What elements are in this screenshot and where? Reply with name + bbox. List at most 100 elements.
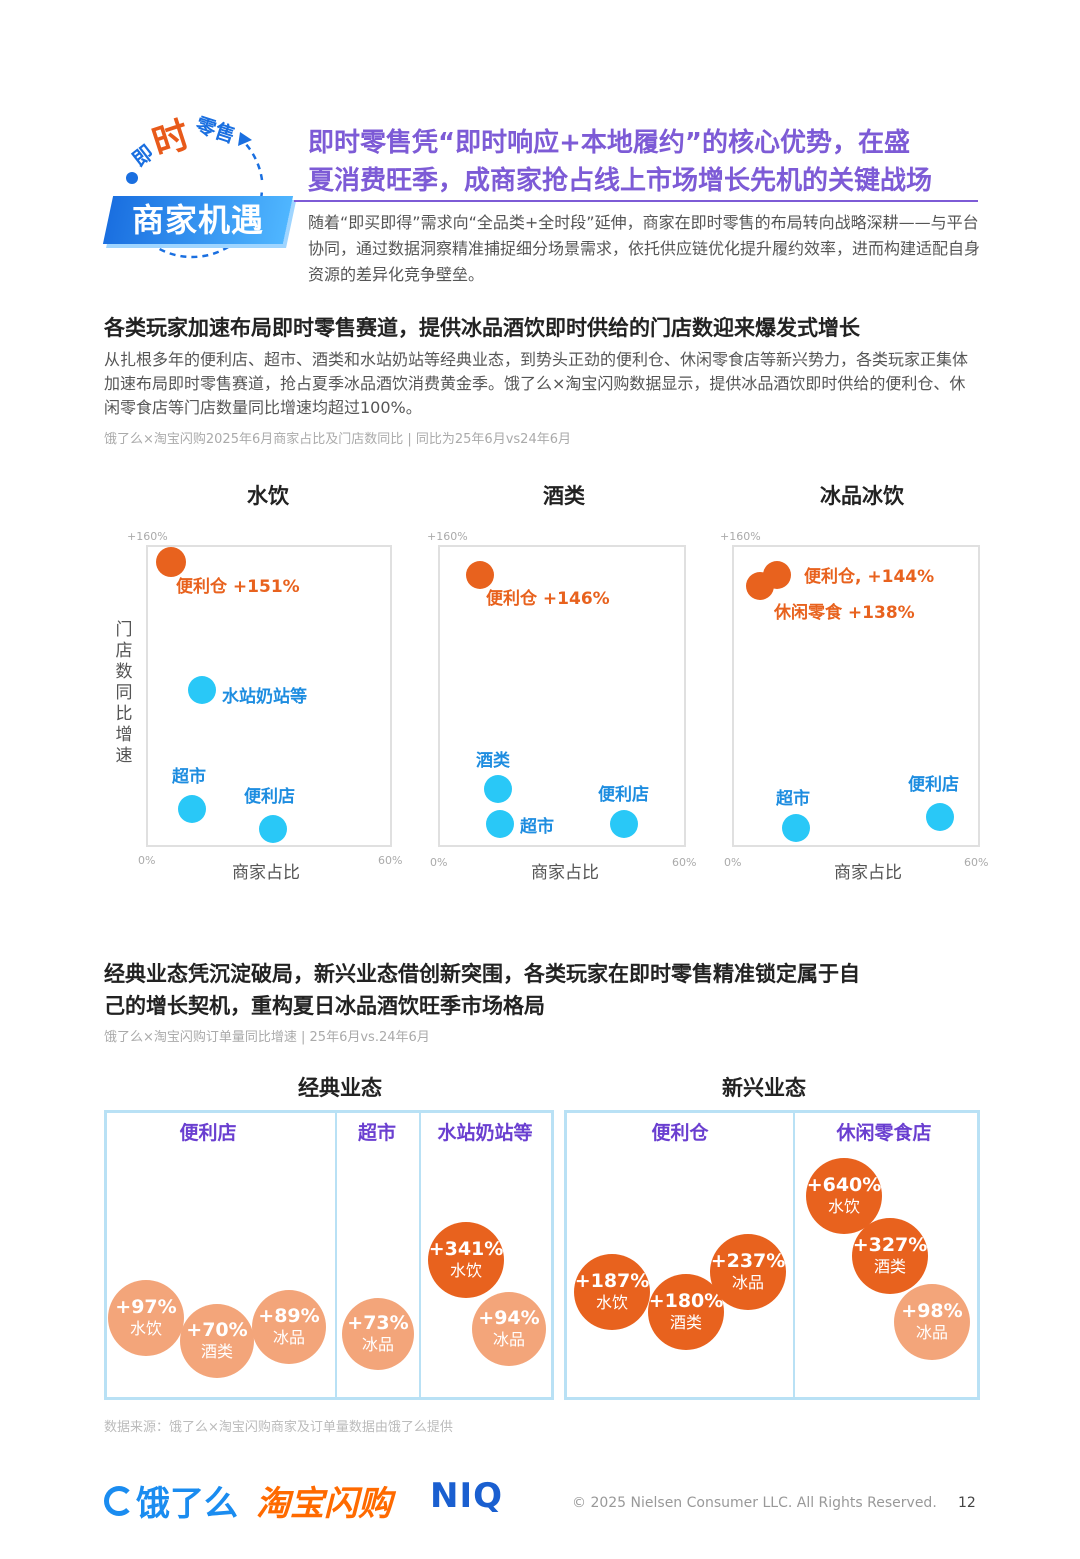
bubble-value: +327%: [852, 1234, 928, 1256]
bubble-snack-store-ice: +98% 冰品: [894, 1284, 970, 1360]
bubble-category: 冰品: [731, 1273, 764, 1292]
bubble-category: 水饮: [129, 1319, 162, 1338]
chart2-label-convenience-store: 便利店: [598, 785, 649, 805]
bubble-water-station-ice: +94% 冰品: [472, 1292, 546, 1366]
headline-intro: 随着“即买即得”需求向“全品类+全时段”延伸，商家在即时零售的布局转向战略深耕—…: [308, 213, 981, 284]
headline-line-2: 夏消费旺季，成商家抢占线上市场增长先机的关键战场: [308, 166, 933, 196]
bubble-category: 水饮: [827, 1197, 860, 1216]
chart1-xlabel: 商家占比: [232, 863, 300, 883]
col-head-supermarket: 超市: [357, 1122, 396, 1144]
chart3-label-supermarket: 超市: [776, 789, 810, 809]
footer-source: 数据来源：饿了么×淘宝闪购商家及订单量数据由饿了么提供: [104, 1420, 453, 1435]
bubble-value: +187%: [574, 1270, 650, 1292]
section2-title: 经典业态凭沉淀破局，新兴业态借创新突围，各类玩家在即时零售精准锁定属于自 己的增…: [104, 958, 984, 1022]
bubble-convenience-store-liquor: +70% 酒类: [180, 1304, 254, 1378]
bubble-category: 酒类: [200, 1342, 233, 1361]
niq-logo: NIQ: [430, 1476, 504, 1516]
chart1-title: 水饮: [247, 484, 289, 508]
bubble-value: +640%: [806, 1174, 882, 1196]
chart1-label-supermarket: 超市: [172, 767, 206, 787]
copyright: © 2025 Nielsen Consumer LLC. All Rights …: [572, 1495, 937, 1511]
badge-dot: [126, 172, 138, 184]
bubble-value: +89%: [258, 1305, 320, 1327]
chart1-plot-area: [146, 545, 392, 847]
headline-line-1: 即时零售凭“即时响应+本地履约”的核心优势，在盛: [308, 128, 910, 158]
chart1-ylabel: 门店数同比增速: [115, 620, 133, 766]
chart3-dot-convenience-warehouse: [763, 561, 791, 589]
classic-group-box: [104, 1110, 554, 1400]
eleme-logo-text: 饿了么: [136, 1484, 238, 1524]
bubble-category: 冰品: [361, 1335, 394, 1354]
emerging-group-title: 新兴业态: [722, 1076, 806, 1100]
classic-divider-1: [335, 1113, 337, 1397]
bubble-supermarket-ice: +73% 冰品: [342, 1298, 414, 1370]
bubble-convenience-warehouse-water: +187% 水饮: [574, 1254, 650, 1330]
bubble-value: +98%: [901, 1300, 963, 1322]
chart2-xlabel: 商家占比: [531, 863, 599, 883]
chart2-dot-liquor: [484, 775, 512, 803]
col-head-snack-store: 休闲零食店: [836, 1122, 932, 1144]
emerging-divider: [793, 1113, 795, 1397]
chart1-dot-water-station: [188, 676, 216, 704]
bubble-value: +341%: [428, 1238, 504, 1260]
bubble-convenience-warehouse-liquor: +180% 酒类: [648, 1274, 724, 1350]
chart2-label-liquor: 酒类: [476, 751, 510, 771]
chart1-xtick-min: 0%: [138, 854, 156, 867]
taobao-logo: 淘宝闪购: [256, 1484, 392, 1524]
col-head-convenience-warehouse: 便利仓: [651, 1122, 709, 1144]
eleme-logo: 饿了么: [104, 1476, 238, 1525]
chart3-dot-supermarket: [782, 814, 810, 842]
chart3-label-convenience-warehouse: 便利仓, +144%: [804, 567, 935, 587]
badge-main-label: 商家机遇: [131, 201, 264, 239]
chart3-label-convenience-store: 便利店: [908, 775, 959, 795]
bubble-value: +94%: [478, 1307, 540, 1329]
section1-title: 各类玩家加速布局即时零售赛道，提供冰品酒饮即时供给的门店数迎来爆发式增长: [104, 316, 860, 340]
bubble-category: 酒类: [669, 1313, 702, 1332]
chart2-xtick-min: 0%: [430, 856, 448, 869]
chart2-dot-convenience-store: [610, 810, 638, 838]
bubble-value: +97%: [115, 1296, 177, 1318]
bubble-category: 冰品: [272, 1328, 305, 1347]
bubble-category: 冰品: [492, 1330, 525, 1349]
chart1-label-convenience-store: 便利店: [244, 787, 295, 807]
chart3-plot-area: [732, 545, 980, 847]
bubble-snack-store-liquor: +327% 酒类: [852, 1218, 928, 1294]
chart2-label-supermarket: 超市: [520, 817, 554, 837]
bubble-category: 冰品: [915, 1323, 948, 1342]
chart2-ytick-max: +160%: [427, 530, 468, 543]
eleme-e-icon: [104, 1485, 134, 1516]
classic-divider-2: [419, 1113, 421, 1397]
col-head-convenience-store: 便利店: [179, 1122, 237, 1144]
chart3-label-snack: 休闲零食 +138%: [774, 603, 915, 623]
chart1-dot-convenience-warehouse: [156, 547, 186, 577]
section1-body: 从扎根多年的便利店、超市、酒类和水站奶站等经典业态，到势头正劲的便利仓、休闲零食…: [104, 350, 969, 417]
chart1-ytick-max: +160%: [127, 530, 168, 543]
chart2-title: 酒类: [543, 484, 585, 508]
chart3-title: 冰品冰饮: [820, 484, 904, 508]
section2-title-line-1: 经典业态凭沉淀破局，新兴业态借创新突围，各类玩家在即时零售精准锁定属于自: [104, 962, 860, 986]
bubble-value: +70%: [186, 1319, 248, 1341]
bubble-snack-store-water: +640% 水饮: [806, 1158, 882, 1234]
section1-source: 饿了么×淘宝闪购2025年6月商家占比及门店数同比 | 同比为25年6月vs24…: [104, 432, 571, 447]
chart3-ytick-max: +160%: [720, 530, 761, 543]
chart1-dot-convenience-store: [259, 815, 287, 843]
section2-source: 饿了么×淘宝闪购订单量同比增速 | 25年6月vs.24年6月: [104, 1030, 430, 1045]
bubble-convenience-store-water: +97% 水饮: [108, 1280, 184, 1356]
badge-ring: [141, 132, 264, 259]
chart2-label-convenience-warehouse: 便利仓 +146%: [486, 589, 610, 609]
bubble-water-station-water: +341% 水饮: [428, 1222, 504, 1298]
chart1-label-convenience-warehouse: 便利仓 +151%: [176, 577, 300, 597]
col-head-water-station: 水站奶站等: [437, 1122, 533, 1144]
section2-title-line-2: 己的增长契机，重构夏日冰品酒饮旺季市场格局: [104, 994, 545, 1018]
chart3-dot-convenience-store: [926, 803, 954, 831]
headline: 即时零售凭“即时响应+本地履约”的核心优势，在盛 夏消费旺季，成商家抢占线上市场…: [308, 124, 988, 200]
page-number: 12: [958, 1495, 976, 1511]
bubble-value: +73%: [347, 1312, 409, 1334]
bubble-category: 水饮: [595, 1293, 628, 1312]
bubble-category: 酒类: [873, 1257, 906, 1276]
chart1-dot-supermarket: [178, 795, 206, 823]
chart2-xtick-max: 60%: [672, 856, 697, 869]
chart1-xtick-max: 60%: [378, 854, 403, 867]
bubble-value: +237%: [710, 1250, 786, 1272]
bubble-category: 水饮: [449, 1261, 482, 1280]
